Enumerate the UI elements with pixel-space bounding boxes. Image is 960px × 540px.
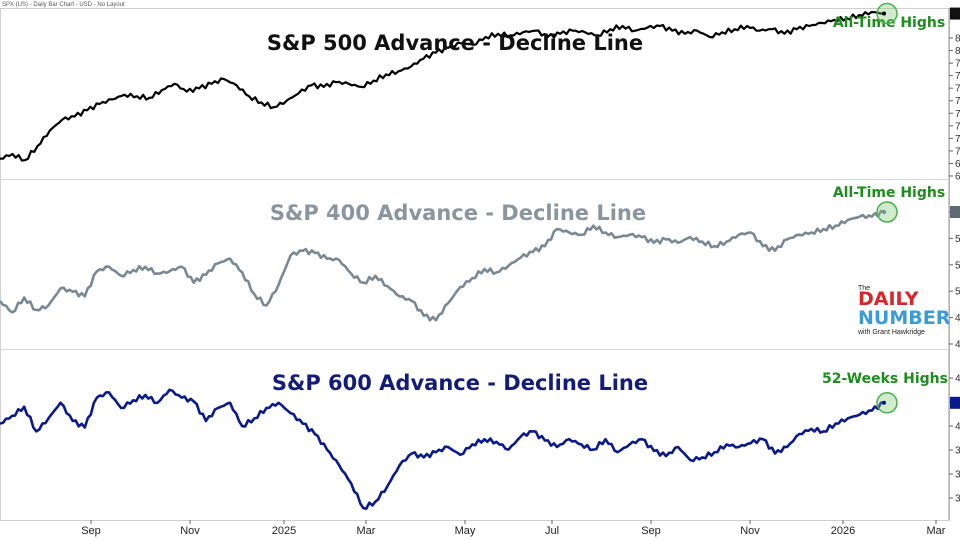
sp500-right-tick-label: 6: [955, 172, 960, 183]
sp600-right-tick-label: 3: [955, 446, 960, 457]
x-tick-label: 2025: [272, 525, 296, 537]
sp400-highlight-circle: [876, 201, 898, 223]
sp600-right-tick-label: 3: [955, 470, 960, 481]
sp400-series-line: [0, 209, 885, 322]
logo-line2: NUMBER: [858, 307, 951, 329]
x-tick-label: Sep: [81, 525, 101, 537]
daily-number-logo: The DAILY NUMBER with Grant Hawkridge: [857, 285, 951, 336]
sp500-right-tick-label: 8: [955, 46, 960, 57]
sp500-right-tick-label: 7: [955, 134, 960, 145]
panel-sp400: S&P 400 Advance - Decline Line All-Time H…: [0, 185, 960, 351]
sp400-value-marker: [950, 206, 960, 218]
sp500-right-tick-label: 7: [955, 146, 960, 157]
sp600-right-tick-label: 4: [955, 374, 960, 385]
sp500-right-tick-label: 7: [955, 71, 960, 82]
sp500-right-tick-label: 8: [955, 34, 960, 45]
sp500-title: S&P 500 Advance - Decline Line: [267, 31, 643, 55]
sp500-right-tick-label: 6: [955, 159, 960, 170]
x-tick-label: Nov: [740, 525, 760, 537]
x-tick-label: May: [455, 525, 476, 537]
sp500-right-tick-label: 7: [955, 59, 960, 70]
sp500-right-tick-label: 7: [955, 96, 960, 107]
x-tick-label: 2026: [831, 525, 855, 537]
sp600-series-line: [0, 388, 885, 510]
sp600-title: S&P 600 Advance - Decline Line: [272, 371, 648, 395]
sp600-value-marker: [950, 396, 960, 409]
sp400-right-tick-label: 5: [955, 287, 960, 298]
logo-the: The: [858, 285, 870, 292]
x-tick-label: Mar: [927, 525, 946, 537]
chart-header: SPX (US) - Daily Bar Chart - USD - No La…: [2, 2, 125, 8]
sp400-annotation: All-Time Highs: [833, 185, 945, 201]
sp500-series-line: [0, 10, 885, 162]
sp600-highlight-circle: [876, 392, 898, 414]
sp500-right-tick-label: 7: [955, 121, 960, 132]
sp400-right-tick-label: 4: [955, 340, 960, 351]
x-tick-label: Mar: [357, 525, 376, 537]
sp600-right-tick-label: 4: [955, 422, 960, 433]
sp500-last-point: [882, 11, 886, 16]
x-tick-label: Nov: [180, 525, 200, 537]
sp400-right-tick-label: 5: [955, 260, 960, 271]
sp400-right-tick-label: 5: [955, 234, 960, 245]
panel-sp600: S&P 600 Advance - Decline Line 52-Weeks H…: [0, 371, 960, 510]
x-tick-label: Jul: [545, 525, 559, 537]
logo-byline: with Grant Hawkridge: [857, 329, 925, 336]
sp400-last-point: [882, 210, 886, 214]
sp400-title: S&P 400 Advance - Decline Line: [270, 201, 646, 225]
sp500-right-tick-label: 7: [955, 84, 960, 95]
sp600-annotation: 52-Weeks Highs: [822, 371, 948, 387]
logo-line1: DAILY: [858, 288, 919, 310]
sp500-value-marker: [950, 7, 960, 20]
x-tick-label: Sep: [641, 525, 661, 537]
sp600-right-tick-label: 3: [955, 494, 960, 505]
sp400-right-tick-label: 4: [955, 313, 960, 324]
sp500-highlight-circle: [876, 2, 898, 25]
sp500-right-tick-label: 7: [955, 109, 960, 120]
sp600-last-point: [882, 400, 886, 405]
